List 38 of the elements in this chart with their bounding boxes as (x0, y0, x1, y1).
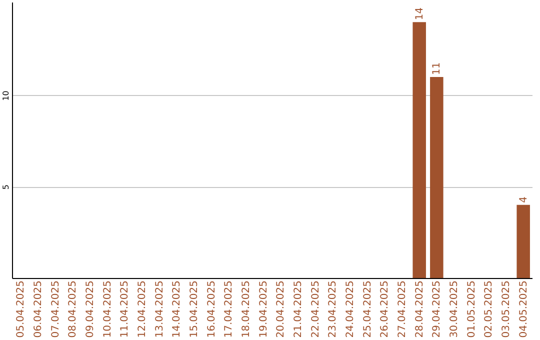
bar (430, 76, 444, 278)
x-tick-label: 11.04.2025 (120, 280, 131, 338)
y-tick-label: 10 (2, 90, 10, 101)
x-tick-label: 20.04.2025 (276, 280, 287, 338)
data-label: 4 (518, 196, 530, 203)
x-tick-label: 13.04.2025 (154, 280, 166, 338)
x-tick-label: 21.04.2025 (293, 280, 304, 338)
x-tick-label: 26.04.2025 (380, 280, 391, 338)
x-tick-label: 30.04.2025 (449, 280, 460, 338)
x-tick-label: 03.05.2025 (501, 280, 512, 338)
x-tick-label: 22.04.2025 (310, 280, 322, 338)
bar (516, 204, 530, 278)
x-tick-label: 29.04.2025 (432, 280, 443, 338)
data-label: 14 (414, 7, 426, 20)
x-tick-label: 02.05.2025 (484, 280, 495, 338)
x-tick-label: 19.04.2025 (258, 280, 270, 338)
x-tick-label: 28.04.2025 (414, 280, 426, 338)
x-tick-label: 08.04.2025 (68, 280, 79, 338)
bar (412, 22, 426, 278)
data-label: 11 (432, 62, 443, 75)
x-tick-label: 07.04.2025 (50, 280, 62, 338)
x-tick-label: 16.04.2025 (206, 280, 218, 338)
x-tick-label: 01.05.2025 (466, 280, 478, 338)
x-tick-label: 14.04.2025 (172, 280, 183, 338)
x-tick-label: 06.04.2025 (33, 280, 44, 338)
x-tick-label: 18.04.2025 (241, 280, 252, 338)
y-tick-label: 5 (2, 184, 10, 190)
x-tick-label: 15.04.2025 (189, 280, 200, 338)
x-tick-label: 12.04.2025 (137, 280, 148, 338)
x-tick-label: 24.04.2025 (345, 280, 356, 338)
x-tick-label: 04.05.2025 (518, 280, 530, 338)
x-tick-label: 05.04.2025 (16, 280, 27, 338)
x-tick-label: 17.04.2025 (224, 280, 235, 338)
x-tick-label: 10.04.2025 (102, 280, 114, 338)
x-tick-label: 27.04.2025 (397, 280, 408, 338)
x-tick-label: 09.04.2025 (85, 280, 96, 338)
x-tick-label: 23.04.2025 (328, 280, 339, 338)
x-tick-label: 25.04.2025 (362, 280, 374, 338)
